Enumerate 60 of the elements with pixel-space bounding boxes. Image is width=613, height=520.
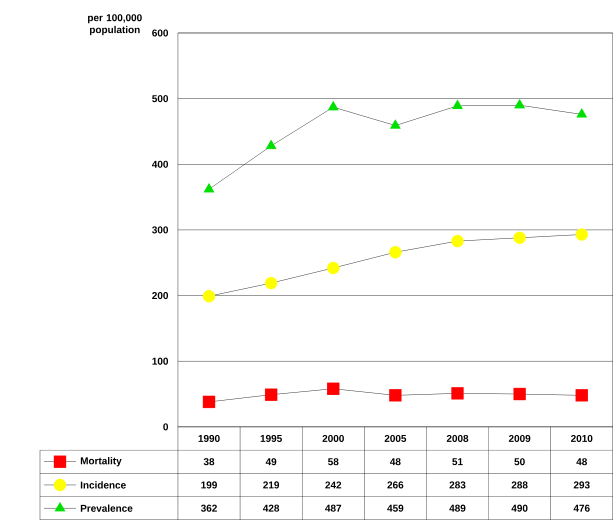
- point: [327, 262, 340, 274]
- x-tick-label: 2009: [508, 434, 530, 442]
- y-tick-label: 300: [152, 226, 168, 234]
- point: [389, 389, 402, 402]
- y-tick-label: 400: [152, 160, 168, 168]
- data-label: 459: [387, 504, 404, 512]
- data-label: 51: [452, 458, 463, 466]
- data-label: 487: [325, 504, 342, 512]
- point: [513, 388, 526, 400]
- data-label: 293: [574, 481, 590, 488]
- point: [576, 228, 588, 241]
- point: [514, 99, 525, 108]
- data-label: 199: [201, 481, 217, 488]
- data-label: 48: [390, 458, 401, 466]
- point: [390, 119, 401, 129]
- y-tick-label: 100: [152, 358, 168, 365]
- data-label: 428: [262, 504, 280, 512]
- data-label: 266: [387, 481, 404, 488]
- x-tick-label: 2010: [571, 434, 592, 442]
- data-label: 490: [511, 504, 528, 512]
- y-tick-label: 0: [163, 423, 168, 430]
- data-label: 283: [450, 481, 466, 488]
- y-axis-title: per 100,000 population: [88, 14, 142, 36]
- point: [202, 290, 216, 302]
- x-tick-label: 2005: [384, 434, 406, 442]
- data-label: 242: [325, 481, 342, 488]
- point: [513, 232, 526, 244]
- y-tick-label: 500: [152, 95, 168, 102]
- point: [264, 276, 278, 290]
- y-tick-label: 600: [152, 29, 168, 37]
- point: [264, 388, 278, 401]
- legend-label: Mortality: [80, 457, 122, 466]
- point: [451, 387, 464, 400]
- point: [576, 389, 588, 402]
- legend-label: Incidence: [80, 481, 126, 489]
- data-label: 58: [328, 458, 338, 466]
- data-label: 219: [263, 481, 280, 488]
- x-tick-label: 2000: [322, 434, 344, 442]
- x-tick-label: 1995: [260, 434, 282, 442]
- point: [204, 183, 214, 192]
- data-label: 362: [200, 504, 217, 512]
- point: [202, 396, 216, 408]
- point: [327, 382, 340, 395]
- data-label: 48: [576, 458, 587, 466]
- point: [452, 100, 463, 110]
- data-label: 50: [514, 458, 525, 466]
- data-label: 49: [266, 458, 276, 466]
- x-tick-label: 2008: [446, 434, 468, 442]
- point: [451, 234, 464, 248]
- point: [328, 100, 339, 110]
- point: [266, 140, 277, 150]
- data-label: 38: [204, 458, 214, 466]
- x-tick-label: 1990: [198, 434, 220, 442]
- point: [576, 108, 588, 118]
- legend-label: Prevalence: [80, 504, 132, 512]
- data-label: 489: [449, 504, 466, 512]
- data-label: 288: [512, 481, 528, 488]
- y-tick-label: 200: [152, 292, 168, 300]
- point: [389, 246, 402, 258]
- data-label: 476: [574, 504, 590, 512]
